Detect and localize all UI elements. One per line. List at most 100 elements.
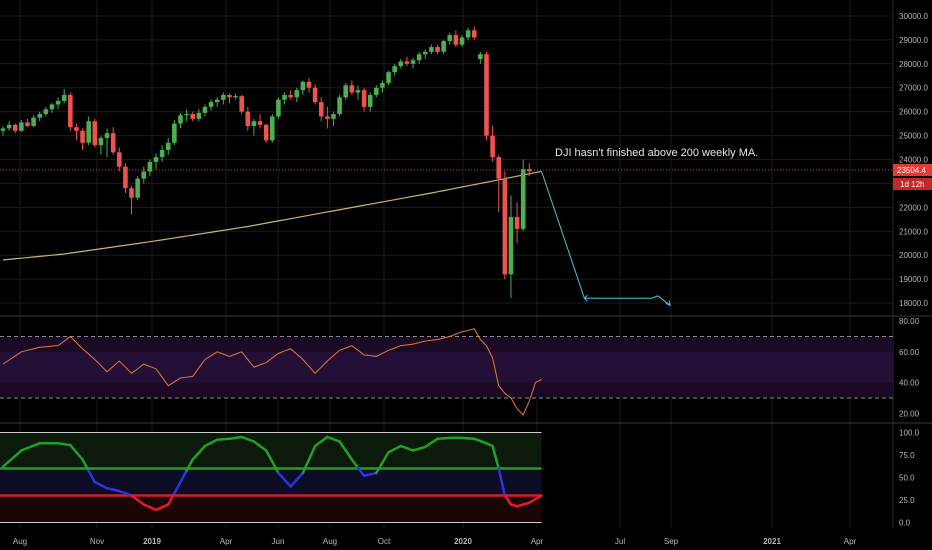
candle-body — [227, 94, 232, 98]
candle-body — [153, 157, 159, 162]
stoch-line-segment — [301, 458, 311, 475]
candle-body — [135, 178, 140, 198]
candle-body — [25, 122, 30, 127]
stoch-line-segment — [271, 460, 280, 475]
candle-body — [178, 115, 183, 124]
stoch-line-segment — [534, 494, 543, 501]
time-tick-label: Jul — [615, 537, 625, 546]
stoch-line-segment — [350, 458, 360, 469]
price-axis[interactable]: 30000.0 29000.0 28000.0 27000.0 26000.0 25000… — [899, 12, 928, 528]
candle-body — [221, 94, 226, 100]
candle-body — [288, 94, 293, 98]
candle-body — [380, 82, 385, 88]
time-tick-label: Oct — [378, 537, 391, 546]
stoch-line-segment — [252, 440, 262, 448]
candle-body — [398, 61, 404, 67]
candle-body — [19, 122, 24, 131]
time-tick-label: Aug — [13, 537, 27, 546]
candle-body — [496, 157, 502, 179]
stoch-line-segment — [344, 449, 354, 461]
candle-body — [508, 216, 514, 275]
candle-body — [294, 90, 300, 98]
price-tick-label: 22000.0 — [899, 203, 928, 212]
candle-body — [43, 109, 49, 115]
bar-countdown-tag: 1d 12h — [893, 178, 932, 190]
stoch-tick-label: 100.0 — [899, 429, 920, 438]
stoch-line-segment — [283, 478, 292, 488]
candle-body — [12, 124, 18, 131]
candle-body — [325, 116, 330, 119]
time-axis[interactable]: Aug Nov 2019 Apr Jun Aug Oct 2020 Apr Jul Sep 2021 A… — [13, 537, 857, 546]
price-tick-label: 21000.0 — [899, 227, 928, 236]
candle-body — [514, 216, 520, 229]
candle-body — [159, 149, 165, 158]
stoch-mid-zone — [0, 468, 542, 496]
candle-body — [245, 111, 251, 127]
candle-body — [453, 35, 459, 45]
ma200-line — [2, 170, 542, 261]
candle-body — [49, 104, 55, 110]
candle-body — [208, 102, 214, 107]
candle-body — [276, 99, 281, 117]
candle-body — [465, 30, 471, 38]
projection-layer — [541, 171, 671, 307]
candle-body — [374, 87, 379, 95]
time-tick-label: Nov — [90, 537, 104, 546]
time-tick-label: Jun — [272, 537, 285, 546]
candle-body — [447, 35, 453, 42]
time-tick-label: Apr — [531, 537, 544, 546]
stoch-line-segment — [130, 494, 139, 502]
stoch-line-segment — [173, 480, 182, 495]
time-tick-label: Apr — [220, 537, 233, 546]
candle-body — [520, 169, 526, 229]
candle-body — [104, 133, 110, 138]
candle-body — [74, 127, 79, 131]
candle-body — [190, 114, 196, 119]
candle-body — [471, 30, 477, 38]
candle-body — [490, 135, 495, 158]
candle-body — [502, 178, 508, 275]
stoch-line-segment — [13, 449, 23, 458]
candle-body — [361, 90, 367, 107]
stoch-line-segment — [75, 451, 84, 461]
candle-body — [484, 54, 489, 136]
candle-body — [527, 169, 532, 172]
candle-body — [239, 96, 244, 112]
price-tick-label: 18000.0 — [899, 299, 928, 308]
candle-body — [0, 128, 6, 131]
candle-body — [147, 161, 153, 172]
candle-body — [410, 60, 416, 64]
stoch-lower-zone — [0, 495, 542, 523]
stoch-line-segment — [319, 435, 329, 443]
price-tick-label: 19000.0 — [899, 275, 928, 284]
price-tick-label: 25000.0 — [899, 132, 928, 141]
time-tick-label: Apr — [844, 537, 857, 546]
stoch-line-segment — [307, 444, 317, 461]
projection-arrowhead — [665, 300, 671, 307]
candle-body — [429, 47, 434, 52]
time-tick-label: Aug — [323, 537, 337, 546]
rsi-tick-label: 40.00 — [899, 379, 920, 388]
candle-body — [80, 130, 85, 143]
candle-body — [306, 81, 312, 88]
grid-layer — [0, 0, 932, 528]
candle-body — [404, 61, 410, 64]
candle-body — [459, 37, 465, 45]
stoch-line-segment — [264, 449, 274, 463]
stoch-line-segment — [356, 466, 366, 477]
rsi-tick-label: 20.00 — [899, 409, 920, 418]
stoch-line-segment — [503, 494, 513, 506]
stoch-line-segment — [277, 471, 286, 481]
candle-body — [257, 121, 263, 125]
candle-body — [269, 116, 275, 141]
stoch-line-segment — [87, 469, 97, 484]
price-tick-label: 30000.0 — [899, 12, 928, 21]
candle-body — [349, 85, 355, 93]
stoch-line-segment — [179, 469, 188, 484]
stoch-line-segment — [491, 444, 500, 470]
last-price-tag: 23504.4 — [893, 164, 932, 176]
rsi-line — [2, 328, 542, 416]
candle-body — [31, 117, 36, 127]
candle-body — [61, 94, 67, 101]
